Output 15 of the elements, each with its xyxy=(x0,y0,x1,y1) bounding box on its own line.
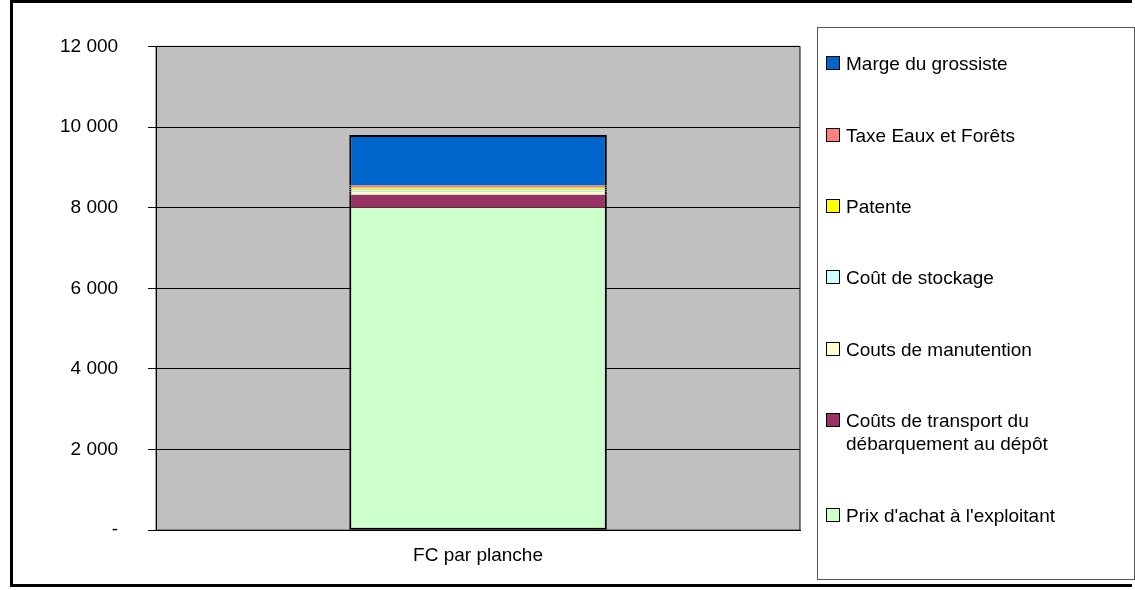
y-tick-label: 4 000 xyxy=(70,357,119,379)
legend-label: Marge du grossiste xyxy=(846,52,1009,76)
y-tick-label: 8 000 xyxy=(70,195,119,217)
y-tick-label: 2 000 xyxy=(70,437,119,459)
legend-label: Prix d'achat à l'exploitant xyxy=(846,503,1056,527)
x-tick-label: FC par planche xyxy=(413,543,544,565)
y-tick-label: - xyxy=(111,518,119,540)
y-tick-label: 10 000 xyxy=(59,115,119,137)
legend-label: Taxe Eaux et Forêts xyxy=(846,123,1016,147)
legend-label: Coûts de transport du débarquement au dépôt xyxy=(846,409,1049,456)
y-tick-label: 6 000 xyxy=(70,276,119,298)
y-tick-label: 12 000 xyxy=(59,34,119,56)
legend-label: Coût de stockage xyxy=(846,266,995,290)
legend-label: Patente xyxy=(846,195,913,219)
legend-label: Couts de manutention xyxy=(846,337,1033,361)
